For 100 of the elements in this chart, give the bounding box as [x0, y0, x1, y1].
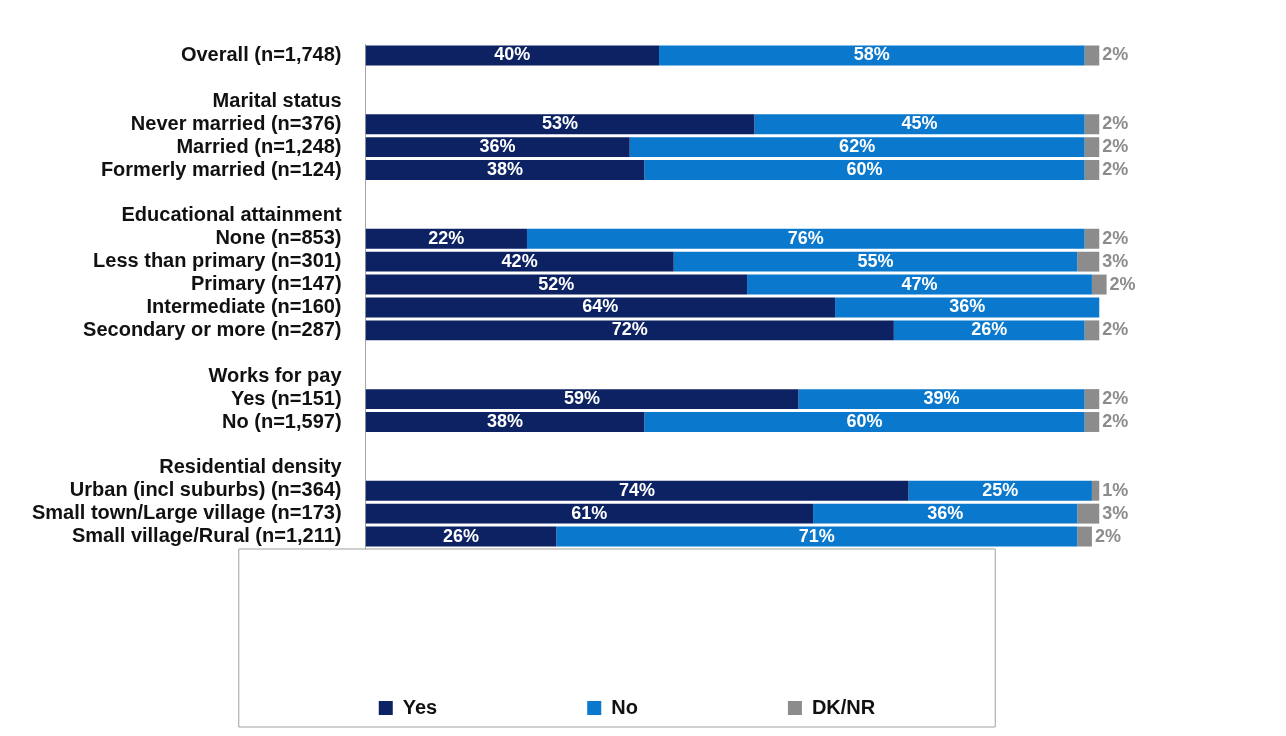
data-label: 2% — [1102, 388, 1129, 409]
y-tick-label: Primary (n=147) — [190, 272, 342, 295]
data-label: 36% — [927, 502, 964, 523]
bar — [526, 228, 1085, 249]
data-label: 2% — [1102, 158, 1129, 179]
y-tick-label: Educational attainment — [121, 203, 342, 226]
data-label: 58% — [853, 44, 890, 65]
bar — [747, 274, 1092, 295]
bar — [1084, 228, 1100, 249]
legend-label: DK/NR — [811, 695, 876, 718]
data-label: 1% — [1102, 479, 1129, 500]
bar — [365, 480, 909, 501]
data-label: 72% — [611, 319, 648, 340]
bar — [365, 251, 674, 272]
data-label: 2% — [1102, 136, 1129, 157]
data-label: 60% — [846, 410, 883, 431]
bar — [659, 45, 1085, 66]
y-tick-label: Works for pay — [208, 363, 343, 386]
y-tick-label: Secondary or more (n=287) — [83, 317, 342, 340]
bar — [893, 320, 1085, 341]
y-tick-label: Less than primary (n=301) — [93, 249, 342, 272]
bar — [365, 526, 557, 547]
data-label: 2% — [1102, 113, 1129, 134]
legend-label: No — [611, 695, 638, 718]
data-label: 36% — [949, 296, 986, 317]
bar — [1077, 251, 1100, 272]
bar — [365, 389, 799, 410]
bar — [1091, 274, 1107, 295]
bar — [1077, 526, 1092, 547]
data-label: 53% — [541, 113, 578, 134]
data-label: 55% — [857, 250, 894, 271]
data-label: 45% — [901, 113, 938, 134]
data-label: 62% — [839, 136, 876, 157]
bar — [754, 114, 1085, 135]
bar — [365, 297, 836, 318]
data-label: 36% — [479, 136, 516, 157]
data-label: 74% — [619, 479, 656, 500]
bar — [798, 389, 1085, 410]
bar — [835, 297, 1100, 318]
data-label: 2% — [1102, 410, 1129, 431]
data-label: 2% — [1102, 227, 1129, 248]
data-label: 76% — [787, 227, 824, 248]
bar — [1084, 320, 1100, 341]
data-label: 52% — [538, 273, 575, 294]
data-label: 2% — [1094, 525, 1121, 546]
data-label: 47% — [901, 273, 938, 294]
data-label: 40% — [494, 44, 531, 65]
data-label: 71% — [798, 525, 835, 546]
bar — [556, 526, 1078, 547]
data-label: 61% — [571, 502, 608, 523]
data-label: 3% — [1102, 502, 1129, 523]
data-label: 2% — [1102, 44, 1129, 65]
bar — [365, 160, 645, 180]
y-tick-label: Married (n=1,248) — [176, 134, 342, 157]
bar — [1084, 45, 1100, 66]
y-tick-label: Overall (n=1,748) — [180, 42, 342, 65]
bar — [644, 160, 1085, 180]
data-label: 38% — [486, 158, 523, 179]
data-label: 64% — [582, 296, 619, 317]
bar — [673, 251, 1078, 272]
data-label: 60% — [846, 158, 883, 179]
bar — [908, 480, 1092, 501]
y-tick-label: Intermediate (n=160) — [146, 294, 342, 317]
data-label: 2% — [1109, 273, 1136, 294]
y-tick-label: Small village/Rural (n=1,211) — [71, 524, 342, 547]
bar — [365, 274, 748, 295]
y-tick-label: No (n=1,597) — [222, 409, 342, 432]
bar — [365, 114, 755, 135]
bar — [365, 412, 645, 432]
bar — [644, 412, 1085, 432]
data-label: 39% — [923, 388, 960, 409]
data-label: 3% — [1102, 250, 1129, 271]
y-tick-label: Residential density — [159, 455, 343, 478]
data-label: 2% — [1102, 319, 1129, 340]
y-tick-label: Marital status — [212, 88, 342, 111]
y-tick-label: Urban (incl suburbs) (n=364) — [69, 478, 342, 501]
legend-label: Yes — [402, 695, 438, 718]
y-tick-label: Yes (n=151) — [230, 386, 342, 409]
data-label: 22% — [428, 227, 465, 248]
bar — [365, 137, 630, 158]
bar — [1084, 389, 1100, 410]
bar — [365, 228, 527, 249]
bar — [1091, 480, 1100, 501]
bar — [365, 503, 814, 524]
bar — [629, 137, 1085, 158]
bar — [365, 320, 894, 341]
data-label: 59% — [563, 388, 600, 409]
data-label: 26% — [442, 525, 479, 546]
data-label: 42% — [501, 250, 538, 271]
y-tick-label: None (n=853) — [215, 226, 342, 249]
bar — [1084, 412, 1100, 432]
bar — [813, 503, 1078, 524]
data-label: 38% — [486, 410, 523, 431]
data-label: 25% — [982, 479, 1019, 500]
y-tick-label: Never married (n=376) — [130, 111, 342, 134]
bar — [1084, 114, 1100, 135]
bar — [1077, 503, 1100, 524]
bar — [365, 45, 660, 66]
bar — [1084, 137, 1100, 158]
y-tick-label: Formerly married (n=124) — [100, 157, 342, 180]
